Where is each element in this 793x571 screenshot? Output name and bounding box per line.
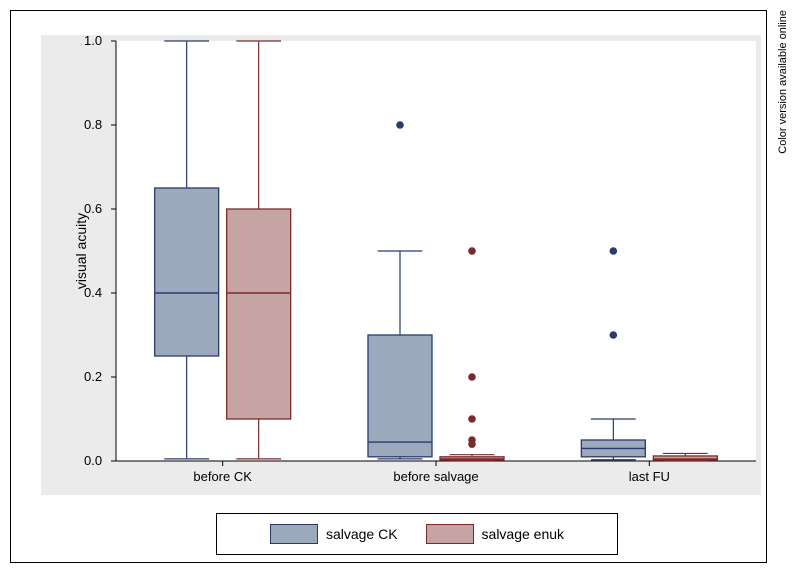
- legend-label: salvage CK: [326, 526, 398, 542]
- y-axis-label: visual acuity: [73, 213, 89, 289]
- legend-label: salvage enuk: [482, 526, 565, 542]
- x-tick-label: last FU: [599, 469, 699, 484]
- y-tick-label: 0.2: [84, 369, 102, 384]
- legend-swatch: [426, 524, 474, 544]
- side-note: Color version available online: [777, 10, 789, 154]
- legend: salvage CK salvage enuk: [216, 513, 618, 555]
- y-tick-label: 0.4: [84, 285, 102, 300]
- figure-outer-border: visual acuity 0.0 0.2 0.4 0.6 0.8 1.0 before …: [10, 10, 767, 563]
- legend-swatch: [270, 524, 318, 544]
- legend-item: salvage enuk: [426, 524, 565, 544]
- figure-container: visual acuity 0.0 0.2 0.4 0.6 0.8 1.0 before …: [0, 0, 793, 571]
- y-tick-label: 0.6: [84, 201, 102, 216]
- x-tick-label: before CK: [173, 469, 273, 484]
- y-tick-label: 1.0: [84, 33, 102, 48]
- boxplot-svg: [11, 11, 771, 571]
- legend-item: salvage CK: [270, 524, 398, 544]
- x-tick-label: before salvage: [386, 469, 486, 484]
- y-tick-label: 0.0: [84, 453, 102, 468]
- y-tick-label: 0.8: [84, 117, 102, 132]
